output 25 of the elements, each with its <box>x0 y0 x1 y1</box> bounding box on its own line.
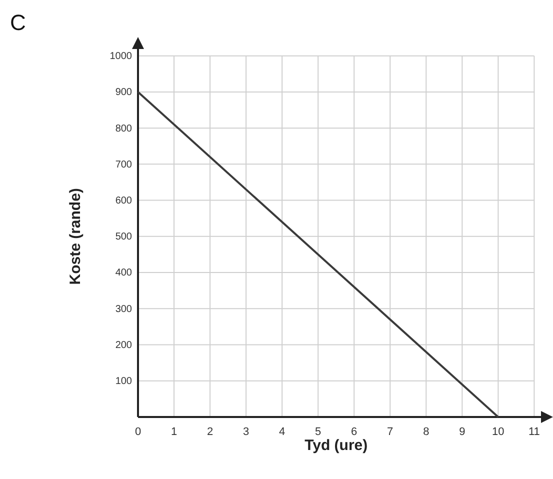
x-tick-label: 3 <box>242 426 250 438</box>
y-tick-label: 300 <box>115 304 132 315</box>
x-tick-label: 0 <box>134 426 142 438</box>
y-tick-label: 200 <box>115 340 132 351</box>
x-tick-label: 1 <box>170 426 178 438</box>
x-tick-label: 8 <box>423 426 430 438</box>
y-tick-label: 400 <box>115 268 132 279</box>
y-tick-label: 600 <box>115 196 132 206</box>
x-tick-label: 4 <box>279 426 286 438</box>
y-tick-label: 100 <box>115 376 132 388</box>
x-tick-label: 11 <box>528 426 540 438</box>
x-tick-label: 5 <box>315 426 322 438</box>
text: C <box>10 10 26 35</box>
y-tick-label: 500 <box>115 232 132 243</box>
x-axis-title: Tyd (ure) <box>304 437 368 454</box>
x-tick-label: 10 <box>492 426 504 438</box>
x-tick-label: 7 <box>387 426 394 438</box>
y-tick-label: 900 <box>115 87 132 98</box>
x-tick-label: 9 <box>459 426 466 438</box>
x-tick-label: 2 <box>206 426 214 438</box>
y-tick-label: 700 <box>115 159 132 170</box>
y-tick-label: 800 <box>115 123 132 134</box>
x-tick-label: 6 <box>351 426 358 438</box>
y-axis-title: Koste (rande) <box>67 188 84 285</box>
y-tick-label: 1000 <box>110 51 132 62</box>
